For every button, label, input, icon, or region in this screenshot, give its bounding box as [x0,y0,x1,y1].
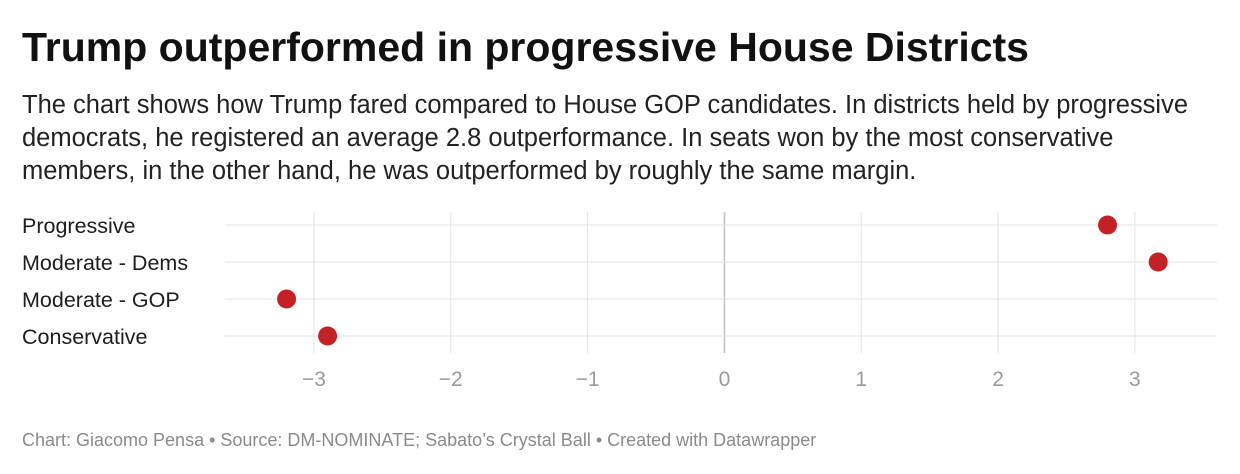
data-point [277,289,297,309]
x-tick-label: −2 [439,368,463,391]
row-label: Moderate - GOP [22,288,180,312]
chart-subtitle: The chart shows how Trump fared compared… [22,91,1189,185]
chart-title: Trump outperformed in progressive House … [22,24,1029,70]
x-tick-label: 1 [855,368,867,391]
data-point [1148,252,1168,272]
grid-lines [225,212,1217,353]
data-point [318,326,338,346]
x-tick-label: 0 [719,368,731,391]
x-tick-label: −3 [302,368,326,391]
dot-plot: Progressive Moderate - Dems Moderate - GOP… [22,212,1217,391]
data-point [1098,215,1118,235]
x-tick-label: −1 [576,368,600,391]
row-label: Conservative [22,325,147,349]
data-points [277,215,1168,346]
x-tick-label: 3 [1129,368,1141,391]
chart-credit: Chart: Giacomo Pensa • Source: DM-NOMINA… [22,430,817,450]
row-label: Moderate - Dems [22,251,188,275]
x-axis-ticks: −3 −2 −1 0 1 2 3 [302,368,1141,391]
row-labels: Progressive Moderate - Dems Moderate - GOP… [22,214,188,349]
row-label: Progressive [22,214,136,238]
x-tick-label: 2 [992,368,1004,391]
